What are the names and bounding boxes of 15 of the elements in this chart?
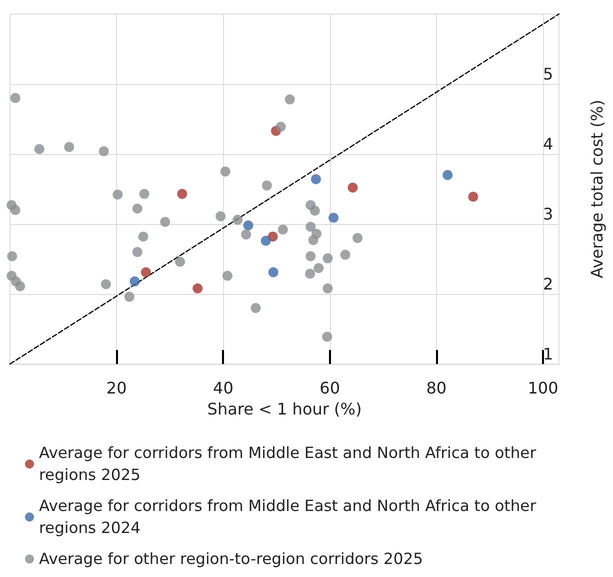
y-axis-title: Average total cost (%) [588,100,606,278]
y-tick-label: 2 [543,274,554,294]
y-tick-label: 5 [543,64,554,84]
x-tick-label: 40 [213,378,234,398]
y-tick-label: 1 [543,344,554,364]
y-tick-label: 4 [543,134,554,154]
x-tick-label: 80 [426,378,447,398]
x-axis-title: Share < 1 hour (%) [207,399,362,418]
legend-label: Average for corridors from Middle East and North Africa to other regions 2025 [39,444,542,484]
x-tick-label: 100 [528,378,558,398]
x-tick-label: 20 [106,378,127,398]
legend-label: Average for other region-to-region corridors 2025 [39,550,423,568]
legend-label: Average for corridors from Middle East and North Africa to other regions 2024 [39,497,542,537]
x-tick-label: 60 [320,378,340,398]
y-tick-label: 3 [543,204,554,224]
